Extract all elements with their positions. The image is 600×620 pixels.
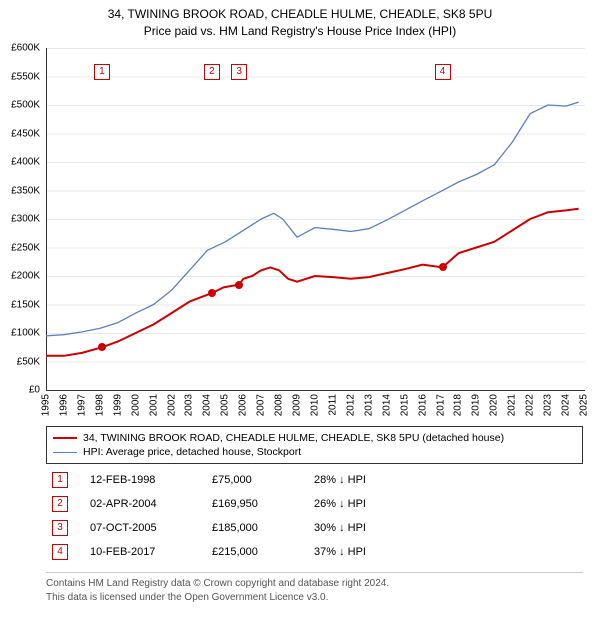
x-axis-tick: 2024	[561, 394, 572, 416]
sale-hpi-diff: 30% ↓ HPI	[314, 522, 414, 534]
sales-row: 4 10-FEB-2017 £215,000 37% ↓ HPI	[46, 540, 583, 564]
x-axis-tick: 1998	[94, 394, 105, 416]
sale-hpi-diff: 37% ↓ HPI	[314, 546, 414, 558]
x-axis-tick: 2011	[327, 394, 338, 416]
x-axis-tick: 1995	[41, 394, 52, 416]
y-axis-tick: £450K	[0, 128, 40, 139]
sale-marker-label: 1	[94, 64, 110, 80]
y-axis-tick: £200K	[0, 271, 40, 282]
x-axis-tick: 2010	[310, 394, 321, 416]
x-axis-tick: 2008	[274, 394, 285, 416]
sales-row: 2 02-APR-2004 £169,950 26% ↓ HPI	[46, 492, 583, 516]
x-axis-tick: 2000	[130, 394, 141, 416]
sale-date: 10-FEB-2017	[90, 546, 190, 558]
y-axis-tick: £0	[0, 385, 40, 396]
legend-item-property: 34, TWINING BROOK ROAD, CHEADLE HULME, C…	[53, 431, 576, 445]
plot-region	[46, 48, 585, 391]
sale-price: £215,000	[212, 546, 292, 558]
x-axis-tick: 2005	[220, 394, 231, 416]
legend-label-property: 34, TWINING BROOK ROAD, CHEADLE HULME, C…	[83, 432, 504, 444]
x-axis-tick: 2015	[399, 394, 410, 416]
legend-label-hpi: HPI: Average price, detached house, Stoc…	[83, 446, 301, 458]
x-axis-tick: 2006	[238, 394, 249, 416]
title-line1: 34, TWINING BROOK ROAD, CHEADLE HULME, C…	[0, 6, 600, 23]
sale-date: 02-APR-2004	[90, 498, 190, 510]
x-axis-tick: 1996	[58, 394, 69, 416]
footer-line2: This data is licensed under the Open Gov…	[46, 591, 583, 605]
chart-area: £0£50K£100K£150K£200K£250K£300K£350K£400…	[46, 48, 584, 390]
sales-table: 1 12-FEB-1998 £75,000 28% ↓ HPI 2 02-APR-2004…	[46, 468, 583, 564]
x-axis-tick: 2004	[202, 394, 213, 416]
y-axis-tick: £550K	[0, 71, 40, 82]
sale-date: 07-OCT-2005	[90, 522, 190, 534]
sale-price: £75,000	[212, 474, 292, 486]
sale-index: 3	[52, 520, 68, 536]
x-axis-tick: 2009	[292, 394, 303, 416]
footer-line1: Contains HM Land Registry data © Crown c…	[46, 577, 583, 591]
y-axis-tick: £250K	[0, 242, 40, 253]
sale-marker-label: 2	[204, 64, 220, 80]
x-axis-tick: 2016	[417, 394, 428, 416]
x-axis-tick: 2022	[525, 394, 536, 416]
y-axis-tick: £100K	[0, 328, 40, 339]
x-axis-tick: 2020	[489, 394, 500, 416]
y-axis-tick: £500K	[0, 100, 40, 111]
sale-price: £169,950	[212, 498, 292, 510]
sale-date: 12-FEB-1998	[90, 474, 190, 486]
x-axis-tick: 2007	[256, 394, 267, 416]
chart-title: 34, TWINING BROOK ROAD, CHEADLE HULME, C…	[0, 0, 600, 40]
x-axis-tick: 2002	[166, 394, 177, 416]
x-axis-tick: 1999	[112, 394, 123, 416]
sale-price: £185,000	[212, 522, 292, 534]
x-axis-tick: 1997	[76, 394, 87, 416]
x-axis-tick: 2003	[184, 394, 195, 416]
sale-marker-label: 3	[231, 64, 247, 80]
x-axis-tick: 2025	[579, 394, 590, 416]
legend-swatch-red	[53, 437, 77, 439]
sale-hpi-diff: 28% ↓ HPI	[314, 474, 414, 486]
legend-swatch-blue	[53, 452, 77, 453]
x-axis-tick: 2017	[435, 394, 446, 416]
y-axis-tick: £50K	[0, 356, 40, 367]
sale-index: 2	[52, 496, 68, 512]
y-axis-tick: £350K	[0, 185, 40, 196]
x-axis-tick: 2018	[453, 394, 464, 416]
y-axis-tick: £400K	[0, 157, 40, 168]
sale-index: 1	[52, 472, 68, 488]
x-axis-tick: 2019	[471, 394, 482, 416]
x-axis-tick: 2021	[507, 394, 518, 416]
sales-row: 1 12-FEB-1998 £75,000 28% ↓ HPI	[46, 468, 583, 492]
y-axis-tick: £300K	[0, 214, 40, 225]
x-axis-tick: 2023	[543, 394, 554, 416]
sale-index: 4	[52, 544, 68, 560]
legend: 34, TWINING BROOK ROAD, CHEADLE HULME, C…	[46, 426, 583, 464]
attribution-footer: Contains HM Land Registry data © Crown c…	[46, 572, 583, 604]
y-axis-tick: £150K	[0, 299, 40, 310]
x-axis-tick: 2014	[381, 394, 392, 416]
title-line2: Price paid vs. HM Land Registry's House …	[0, 23, 600, 40]
x-axis-tick: 2001	[148, 394, 159, 416]
legend-item-hpi: HPI: Average price, detached house, Stoc…	[53, 445, 576, 459]
x-axis-tick: 2013	[363, 394, 374, 416]
sale-marker-label: 4	[435, 64, 451, 80]
x-axis-tick: 2012	[345, 394, 356, 416]
sale-hpi-diff: 26% ↓ HPI	[314, 498, 414, 510]
sales-row: 3 07-OCT-2005 £185,000 30% ↓ HPI	[46, 516, 583, 540]
y-axis-tick: £600K	[0, 43, 40, 54]
